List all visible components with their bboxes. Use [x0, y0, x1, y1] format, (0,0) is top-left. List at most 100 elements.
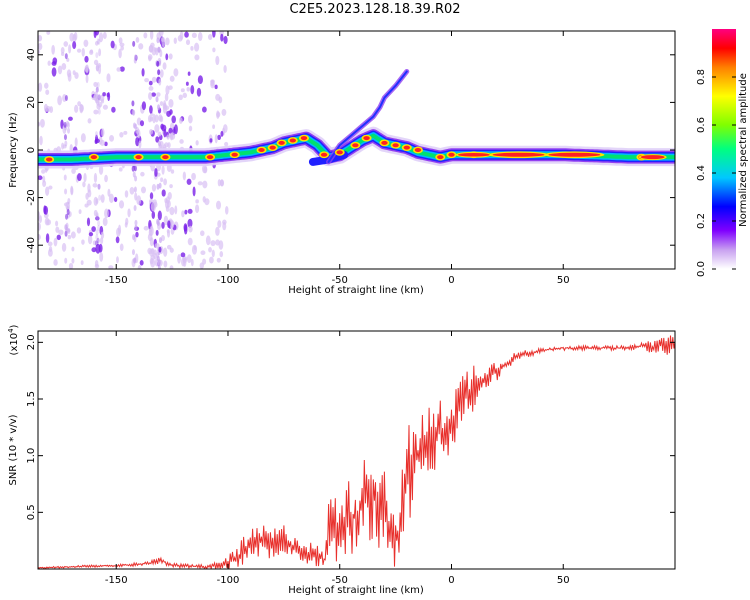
noise-speck: [150, 258, 156, 268]
noise-speck: [132, 122, 136, 129]
noise-speck: [95, 229, 99, 236]
noise-speck: [87, 189, 92, 198]
noise-speck: [166, 110, 172, 117]
noise-speck: [157, 46, 161, 53]
noise-speck: [154, 167, 158, 177]
noise-speck: [131, 249, 135, 256]
spectrogram-y-axis-label: Frequency (Hz): [8, 112, 19, 188]
noise-speck: [214, 84, 218, 90]
noise-speck: [152, 113, 156, 124]
noise-speck: [98, 165, 104, 175]
noise-speck: [115, 236, 120, 244]
noise-speck: [149, 192, 154, 200]
noise-speck: [215, 93, 221, 101]
noise-speck: [224, 206, 229, 215]
noise-speck: [179, 31, 184, 41]
noise-speck: [164, 199, 169, 209]
y-tick-label: 20: [26, 96, 37, 109]
noise-speck: [45, 105, 51, 112]
snr-x-axis-label: Height of straight line (km): [288, 585, 424, 596]
noise-speck: [97, 220, 101, 227]
noise-speck: [55, 226, 60, 233]
noise-speck: [180, 252, 186, 258]
noise-speck: [212, 47, 216, 53]
y-tick-label: 1.5: [26, 391, 37, 407]
noise-speck: [161, 165, 165, 175]
ridge-peak: [320, 152, 328, 157]
noise-speck: [147, 247, 152, 255]
noise-speck: [95, 52, 99, 59]
noise-speck: [97, 108, 101, 115]
noise-speck: [46, 31, 51, 35]
noise-speck: [65, 213, 69, 220]
noise-speck: [58, 229, 64, 236]
y-tick-label: 0.5: [26, 504, 37, 520]
noise-speck: [183, 224, 188, 235]
noise-speck: [200, 250, 206, 256]
ridge-peak: [206, 155, 214, 160]
ridge-peak: [269, 145, 276, 150]
noise-speck: [66, 57, 70, 62]
x-tick-label: -150: [105, 275, 128, 286]
noise-speck: [118, 48, 122, 59]
noise-speck: [97, 38, 101, 45]
noise-speck: [66, 69, 72, 78]
noise-speck: [131, 109, 135, 116]
noise-speck: [74, 137, 78, 147]
noise-speck: [211, 249, 215, 258]
noise-speck: [64, 188, 68, 195]
ridge-peak: [289, 138, 296, 143]
ridge-peak: [414, 148, 422, 152]
noise-speck: [167, 220, 171, 228]
noise-speck: [57, 95, 62, 106]
noise-speck: [174, 205, 178, 215]
noise-speck: [169, 75, 175, 82]
noise-speck: [155, 96, 159, 103]
noise-speck: [161, 189, 166, 197]
noise-speck: [108, 193, 114, 204]
noise-speck: [138, 140, 142, 149]
noise-speck: [155, 229, 159, 236]
noise-speckles: [38, 31, 229, 269]
noise-speck: [45, 186, 50, 196]
noise-speck: [95, 198, 99, 205]
noise-speck: [202, 196, 206, 203]
noise-speck: [98, 194, 102, 201]
noise-speck: [131, 100, 135, 107]
noise-speck: [39, 135, 43, 146]
noise-speck: [158, 78, 162, 86]
noise-speck: [104, 174, 108, 183]
noise-speck: [38, 121, 41, 127]
noise-speck: [134, 175, 138, 182]
noise-speck: [190, 85, 195, 95]
noise-speck: [96, 81, 100, 88]
noise-speck: [90, 49, 93, 54]
noise-speck: [93, 196, 98, 206]
noise-speck: [71, 168, 76, 174]
noise-speck: [168, 53, 173, 60]
noise-speck: [100, 231, 105, 239]
noise-speck: [63, 121, 67, 128]
noise-speck: [136, 195, 142, 206]
noise-speck: [101, 128, 105, 137]
noise-speck: [180, 88, 185, 93]
noise-speck: [168, 98, 174, 108]
noise-speck: [51, 44, 55, 55]
noise-speck: [104, 141, 108, 147]
ridge-peak: [336, 150, 343, 155]
noise-speck: [178, 117, 183, 124]
noise-speck: [224, 141, 229, 147]
noise-speck: [100, 98, 105, 104]
noise-speck: [219, 251, 224, 258]
noise-speck: [184, 31, 189, 38]
x-tick-label: -50: [332, 575, 348, 586]
noise-speck: [63, 134, 67, 141]
noise-speck: [78, 209, 82, 214]
noise-speck: [165, 85, 170, 95]
noise-speck: [132, 234, 136, 241]
noise-speck: [99, 139, 105, 146]
spectrogram-panel: -150 -100 -50 0 50 -40 -20 0 20 40 Height of str…: [8, 30, 676, 296]
colorbar-ticks: 0.0 0.2 0.4 0.6 0.8: [696, 69, 736, 277]
noise-speck: [163, 215, 169, 226]
noise-speck: [162, 102, 167, 110]
